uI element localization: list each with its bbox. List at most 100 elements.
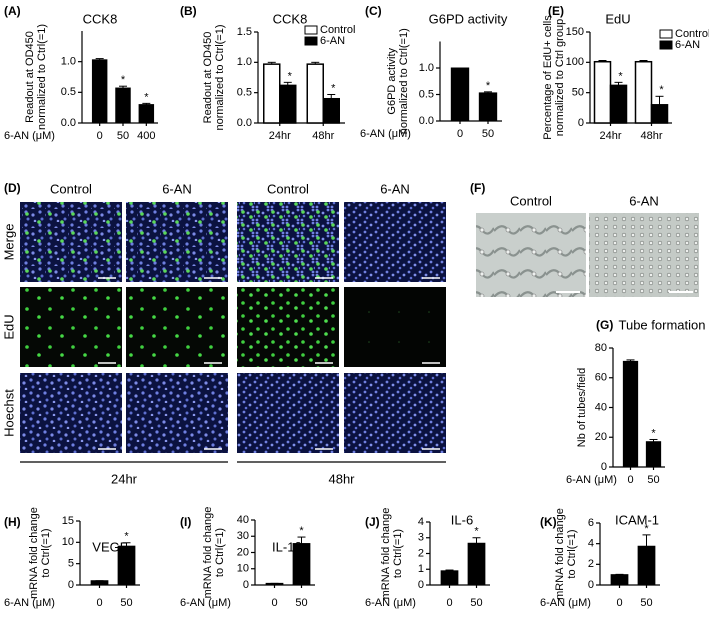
- y-axis-label: Readout at OD450: [24, 31, 36, 123]
- error-bar: [122, 542, 131, 547]
- y-axis-label: mRNA fold change: [202, 507, 214, 599]
- y-tick-label: 1: [418, 563, 424, 575]
- y-axis-label: mRNA fold change: [380, 508, 392, 600]
- y-tick-label: 40: [595, 401, 607, 413]
- y-tick-label: 3: [418, 532, 424, 544]
- significance-mark: *: [659, 84, 664, 96]
- x-axis-label: 6-AN (μM): [4, 597, 55, 609]
- panel-label: (A): [4, 4, 21, 18]
- bar: [279, 84, 297, 124]
- legend-label: 6-AN: [675, 39, 700, 51]
- row-label: Hoechst: [1, 389, 16, 437]
- bar: [622, 360, 639, 468]
- x-axis-label: 6-AN (μM): [540, 597, 591, 609]
- y-axis-label: normalized to Ctrl group: [554, 19, 566, 136]
- error-bar: [445, 569, 454, 571]
- y-tick-label: 150: [566, 26, 584, 38]
- error-bar: [639, 60, 648, 62]
- y-axis-label: to Ctrl(=1): [566, 529, 578, 578]
- x-tick-label: 50: [482, 128, 494, 140]
- micrograph: [237, 373, 339, 453]
- bar: [634, 60, 653, 124]
- legend-swatch: [304, 25, 318, 35]
- significance-mark: *: [486, 80, 491, 92]
- micrograph: [237, 287, 339, 367]
- panel-label: (D): [4, 181, 21, 195]
- y-tick-label: 1.5: [237, 26, 252, 38]
- y-tick-label: 10: [237, 563, 249, 575]
- micrograph: [126, 287, 228, 367]
- x-tick-label: 50: [117, 130, 129, 142]
- chart: (G) Tube formation Nb of tubes/field 0 20 40 6…: [566, 317, 705, 485]
- error-bar: [598, 60, 607, 62]
- significance-mark: *: [618, 70, 623, 82]
- panel-label: (E): [548, 4, 564, 18]
- micrograph: [126, 202, 228, 282]
- y-tick-label: 20: [595, 431, 607, 443]
- y-tick-label: 20: [237, 546, 249, 558]
- error-bar: [649, 438, 658, 442]
- error-bar: [484, 91, 492, 93]
- x-tick-label: 50: [295, 597, 307, 609]
- x-tick-label: 50: [640, 597, 652, 609]
- y-axis-label: to Ctrl(=1): [40, 528, 52, 577]
- y-tick-label: 0: [578, 117, 584, 129]
- micrograph: [589, 213, 699, 297]
- significance-mark: *: [331, 82, 336, 94]
- row-label: EdU: [1, 314, 16, 339]
- micrograph: [344, 373, 446, 453]
- legend-swatch: [659, 29, 673, 39]
- chart-title: Tube formation: [619, 317, 706, 332]
- significance-mark: *: [121, 74, 126, 86]
- micrograph: [20, 373, 122, 453]
- x-tick-label: 0: [271, 597, 277, 609]
- error-bar: [626, 359, 635, 362]
- error-bar: [142, 102, 151, 105]
- x-tick-label: 0: [627, 474, 633, 486]
- y-tick-label: 0.0: [419, 115, 434, 127]
- micrograph: [476, 213, 586, 297]
- chart-title: G6PD activity: [429, 11, 508, 26]
- bar: [138, 104, 155, 124]
- y-tick-label: 80: [595, 342, 607, 354]
- y-tick-label: 0: [588, 579, 594, 591]
- y-axis-label: normalized to Ctrl(=1): [36, 24, 48, 130]
- column-label: Control: [510, 193, 552, 208]
- column-label: 6-AN: [629, 193, 659, 208]
- significance-mark: *: [124, 531, 129, 543]
- x-axis-label: 6-AN (μM): [566, 474, 617, 486]
- y-tick-label: 0: [601, 461, 607, 473]
- micrograph: [20, 202, 122, 282]
- bar: [609, 84, 628, 124]
- panel-label: (I): [180, 515, 191, 529]
- error-bar: [283, 81, 292, 86]
- y-axis-label: Percentage of EdU+ cells: [542, 15, 554, 140]
- y-axis-label: to Ctrl(=1): [392, 529, 404, 578]
- y-tick-label: 0: [243, 579, 249, 591]
- micrograph: [126, 373, 228, 453]
- chart-title: ICAM-1: [615, 512, 659, 527]
- chart: (A) CCK8 Readout at OD450 normalized to Ctr…: [4, 4, 158, 142]
- chart: (B) CCK8 Readout at OD450 normalized to Ctr…: [180, 4, 355, 142]
- micrograph: [20, 287, 122, 367]
- y-tick-label: 10: [62, 536, 74, 548]
- micrograph-panels: (D) Control 6-AN Control 6-AN Merge EdU Hoechst…: [1, 181, 699, 486]
- x-tick-label: 400: [137, 130, 155, 142]
- y-axis-label: Nb of tubes/field: [576, 368, 588, 448]
- error-bar: [614, 81, 623, 86]
- y-tick-label: 1.0: [419, 62, 434, 74]
- micrograph: [344, 287, 446, 367]
- x-tick-label: 0: [616, 597, 622, 609]
- bar: [263, 63, 281, 124]
- y-axis-label: to Ctrl(=1): [214, 528, 226, 577]
- bar: [478, 92, 498, 122]
- x-tick-label: 0: [457, 128, 463, 140]
- column-label: 6-AN: [162, 181, 192, 196]
- micrograph: [344, 202, 446, 282]
- y-axis-label: G6PD activity: [386, 47, 398, 114]
- chart-title: CCK8: [83, 11, 118, 26]
- error-bar: [267, 61, 276, 65]
- bar: [440, 570, 459, 586]
